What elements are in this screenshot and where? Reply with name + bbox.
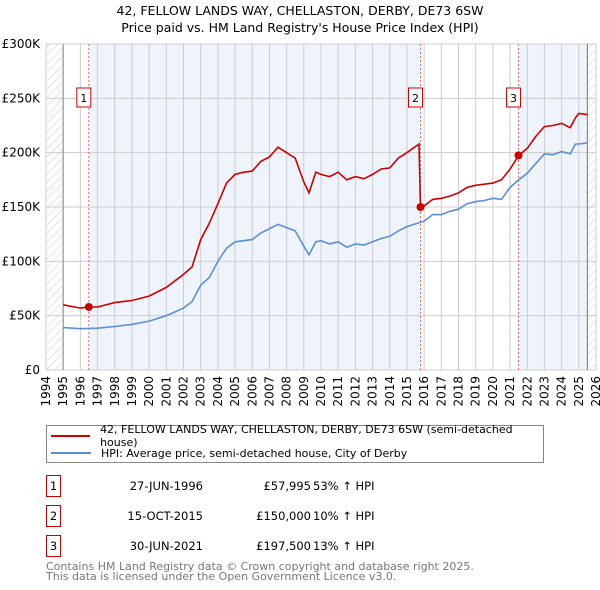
x-tick-label: 2005	[228, 376, 242, 407]
chart-title: 42, FELLOW LANDS WAY, CHELLASTON, DERBY,…	[116, 3, 484, 18]
sale-date: 27-JUN-1996	[129, 479, 203, 493]
chart-subtitle: Price paid vs. HM Land Registry's House …	[121, 20, 479, 35]
property-price-line	[63, 112, 588, 309]
x-tick-label: 2012	[348, 376, 362, 407]
x-tick-label: 2007	[262, 376, 276, 407]
x-tick-label: 2010	[314, 376, 328, 407]
sale-label-box	[76, 87, 92, 108]
x-tick-label: 2026	[589, 376, 600, 407]
x-tick-label: 2004	[211, 376, 225, 407]
x-tick-label: 2011	[331, 376, 345, 407]
sale-label: 2	[412, 92, 419, 105]
x-tick-label: 1995	[56, 376, 70, 407]
legend: 42, FELLOW LANDS WAY, CHELLASTON, DERBY,…	[46, 423, 544, 463]
x-tick-label: 1997	[91, 376, 105, 407]
sale-date: 30-JUN-2021	[129, 539, 203, 553]
x-tick-label: 2000	[142, 376, 156, 407]
red-line-swatch-icon	[51, 435, 91, 437]
sale-price: £57,995	[263, 479, 311, 493]
x-tick-label: 1996	[73, 376, 87, 407]
x-tick-label: 2002	[177, 376, 191, 407]
sale-point	[84, 302, 93, 311]
x-tick-label: 2014	[383, 376, 397, 407]
sale-point	[416, 203, 425, 211]
x-tick-label: 2018	[452, 376, 466, 407]
sale-number-badge: 3	[46, 535, 61, 557]
x-tick-label: 2022	[520, 376, 534, 407]
x-tick-label: 1994	[39, 376, 53, 407]
y-tick-label: £300K	[2, 37, 42, 51]
sale-label-box	[408, 87, 424, 108]
sale-date: 15-OCT-2015	[127, 509, 203, 523]
x-tick-label: 2008	[280, 376, 294, 407]
footer-licence: This data is licensed under the Open Gov…	[46, 570, 397, 583]
x-tick-label: 2023	[537, 376, 551, 407]
x-tick-label: 2024	[555, 376, 569, 407]
y-tick-label: £50K	[9, 309, 41, 323]
sale-number-badge: 2	[46, 505, 61, 527]
x-tick-label: 2009	[297, 376, 311, 407]
sale-hpi-diff: 10% ↑ HPI	[313, 509, 375, 523]
blue-line-swatch-icon	[51, 452, 91, 454]
sale-hpi-diff: 13% ↑ HPI	[313, 539, 375, 553]
sale-label-box	[505, 87, 521, 108]
y-tick-label: £0	[25, 363, 40, 377]
x-tick-label: 2019	[469, 376, 483, 407]
y-tick-label: £200K	[2, 146, 42, 160]
x-tick-label: 2015	[400, 376, 414, 407]
x-tick-label: 1999	[125, 376, 139, 407]
sale-price: £197,500	[256, 539, 311, 553]
x-tick-label: 2020	[486, 376, 500, 407]
x-tick-label: 2021	[503, 376, 517, 407]
footer-copyright: Contains HM Land Registry data © Crown c…	[46, 560, 474, 573]
x-tick-label: 2025	[572, 376, 586, 407]
x-tick-label: 1998	[108, 376, 122, 407]
sale-number-badge: 1	[46, 475, 61, 497]
legend-item-property: 42, FELLOW LANDS WAY, CHELLASTON, DERBY,…	[51, 423, 543, 449]
y-tick-label: £150K	[2, 200, 42, 214]
sale-label: 1	[80, 92, 87, 105]
sale-price: £150,000	[256, 509, 311, 523]
x-tick-label: 2003	[194, 376, 208, 407]
legend-label: HPI: Average price, semi-detached house,…	[101, 446, 408, 460]
x-tick-label: 2001	[159, 376, 173, 407]
legend-item-hpi: HPI: Average price, semi-detached house,…	[51, 445, 407, 461]
sale-row: 2 15-OCT-2015 £150,000 10% ↑ HPI	[46, 505, 446, 527]
sale-point	[514, 151, 523, 160]
x-tick-label: 2006	[245, 376, 259, 407]
legend-label: 42, FELLOW LANDS WAY, CHELLASTON, DERBY,…	[100, 423, 513, 449]
y-tick-label: £250K	[2, 91, 42, 105]
y-tick-label: £100K	[2, 254, 42, 268]
hpi-line	[63, 142, 588, 330]
sale-label: 3	[510, 92, 517, 105]
sale-row: 1 27-JUN-1996 £57,995 53% ↑ HPI	[46, 475, 446, 497]
sale-row: 3 30-JUN-2021 £197,500 13% ↑ HPI	[46, 535, 446, 557]
x-tick-label: 2017	[434, 376, 448, 407]
sale-hpi-diff: 53% ↑ HPI	[313, 479, 375, 493]
x-tick-label: 2016	[417, 376, 431, 407]
x-tick-label: 2013	[366, 376, 380, 407]
